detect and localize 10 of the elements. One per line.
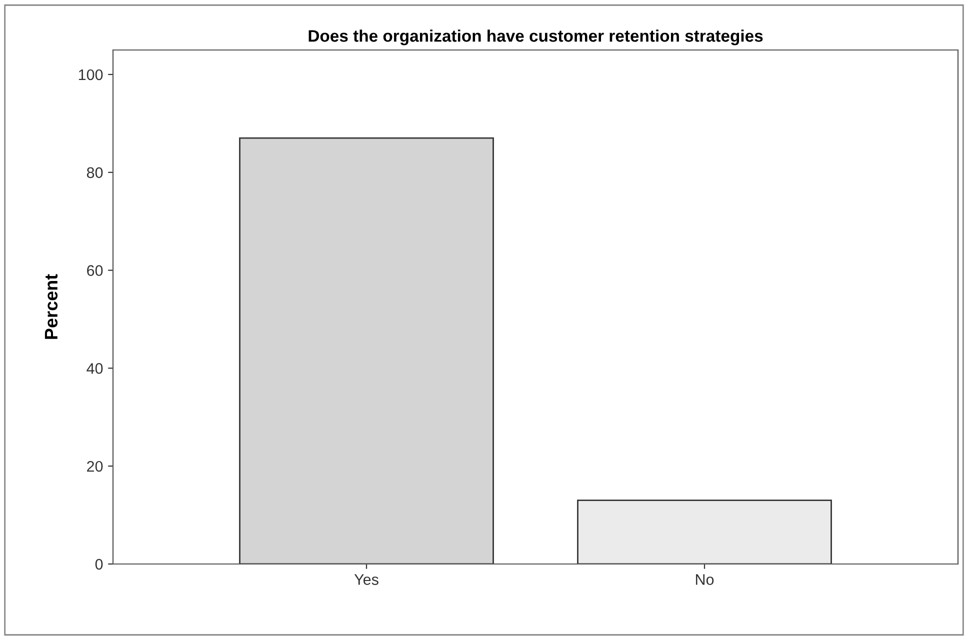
y-tick-label: 40: [86, 363, 103, 374]
x-tick-label: Yes: [354, 574, 378, 585]
y-tick-label: 100: [78, 69, 103, 80]
chart-title: Does the organization have customer retention strategies: [308, 30, 763, 46]
x-tick-label: No: [696, 574, 714, 585]
y-axis-title: Percent: [44, 274, 58, 339]
y-tick-label: 0: [95, 558, 103, 570]
y-tick-label: 20: [87, 460, 103, 472]
y-tick-label: 80: [86, 167, 103, 178]
y-tick-label: 60: [87, 265, 103, 276]
